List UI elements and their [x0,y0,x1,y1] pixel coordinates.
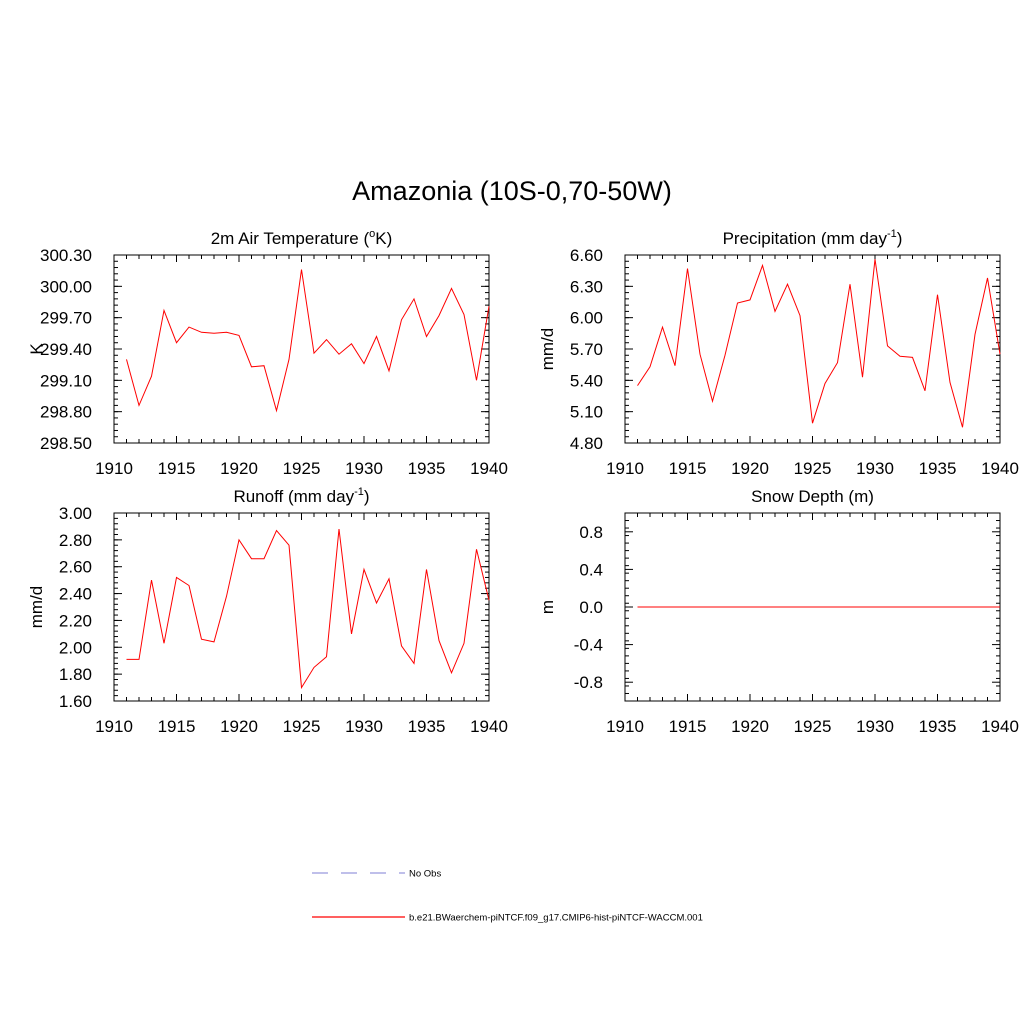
panel-title-main: 2m Air Temperature ( [211,229,370,248]
series-line-1 [126,529,490,690]
x-tick-label: 1920 [731,717,769,736]
x-tick-label: 1940 [981,459,1019,478]
chart-panel-2: Precipitation (mm day-1) mm/d 1910 1915 1920… [538,228,1019,478]
y-tick-label: 4.80 [570,434,603,453]
y-tick-label: 5.70 [570,340,603,359]
y-tick-label: 0.4 [579,560,603,579]
x-tick-label: 1920 [220,459,258,478]
x-tick-label: 1915 [158,717,196,736]
y-tick-label: 300.00 [40,277,92,296]
legend-label: b.e21.BWaerchem-piNTCF.f09_g17.CMIP6-his… [409,913,703,924]
y-tick-label: 299.70 [40,309,92,328]
x-tick-label: 1920 [731,459,769,478]
x-tick-label: 1940 [470,717,508,736]
y-tick-label: 6.00 [570,309,603,328]
panels-group: 2m Air Temperature (oK) K 1910 1915 1920 1925… [27,228,1019,736]
x-tick-label: 1910 [606,717,644,736]
panel-title-suffix: ) [364,487,370,506]
x-tick-label: 1935 [408,459,446,478]
y-tick-label: 2.60 [59,558,92,577]
panel-title: Runoff (mm day-1) [233,486,369,506]
y-axis-label: mm/d [27,586,46,629]
x-tick-label: 1940 [981,717,1019,736]
series-line-1 [126,269,490,413]
y-tick-label: 2.00 [59,638,92,657]
panel-title-main: Precipitation (mm day [723,229,888,248]
y-tick-label: 5.10 [570,403,603,422]
y-tick-label: 2.20 [59,611,92,630]
panel-title: Precipitation (mm day-1) [723,228,903,248]
x-tick-label: 1915 [669,717,707,736]
y-tick-label: 5.40 [570,371,603,390]
legend-label: No Obs [409,869,441,880]
panel-title: Snow Depth (m) [751,487,874,506]
x-tick-label: 1940 [470,459,508,478]
y-tick-label: 2.80 [59,531,92,550]
panel-title: 2m Air Temperature (oK) [211,228,393,248]
y-tick-label: 298.50 [40,434,92,453]
y-tick-label: -0.8 [574,673,603,692]
y-tick-label: 299.10 [40,371,92,390]
x-tick-label: 1925 [794,717,832,736]
x-tick-label: 1930 [856,459,894,478]
y-tick-label: 3.00 [59,504,92,523]
x-tick-label: 1925 [283,717,321,736]
x-tick-label: 1930 [856,717,894,736]
chart-panel-4: Snow Depth (m) m 1910 1915 1920 1925 1930 1935 1… [538,487,1019,736]
x-tick-label: 1915 [158,459,196,478]
panel-title-suffix: ) [897,229,903,248]
figure-title: Amazonia (10S-0,70-50W) [352,176,672,206]
y-tick-label: 0.0 [579,598,603,617]
x-tick-label: 1910 [606,459,644,478]
x-tick-label: 1930 [345,717,383,736]
y-tick-label: 0.8 [579,523,603,542]
y-tick-label: 2.40 [59,585,92,604]
y-axis-label: mm/d [538,328,557,371]
y-tick-label: 1.60 [59,692,92,711]
y-tick-label: 298.80 [40,403,92,422]
panel-title-superscript: o [369,228,375,240]
x-tick-label: 1935 [919,459,957,478]
x-tick-label: 1920 [220,717,258,736]
x-tick-label: 1910 [95,717,133,736]
y-tick-label: 300.30 [40,246,92,265]
chart-panel-3: Runoff (mm day-1) mm/d 1910 1915 1920 1925 193… [27,486,508,736]
y-tick-label: -0.4 [574,636,603,655]
x-tick-label: 1915 [669,459,707,478]
panel-title-main: Runoff (mm day [233,487,354,506]
y-axis-label: m [538,600,557,614]
plot-frame [113,254,490,444]
panel-title-superscript: -1 [354,486,364,498]
plot-frame [624,254,1001,444]
series-line-1 [637,259,1001,428]
x-tick-label: 1935 [919,717,957,736]
y-axis-label: K [27,343,46,355]
x-tick-label: 1925 [794,459,832,478]
x-tick-label: 1935 [408,717,446,736]
y-tick-label: 299.40 [40,340,92,359]
chart-panel-1: 2m Air Temperature (oK) K 1910 1915 1920 1925… [27,228,508,478]
x-tick-label: 1930 [345,459,383,478]
legend: No Obs b.e21.BWaerchem-piNTCF.f09_g17.CMI… [312,869,703,924]
panel-title-superscript: -1 [887,228,897,240]
panel-title-main: Snow Depth (m) [751,487,874,506]
panel-title-suffix: K) [375,229,392,248]
x-tick-label: 1925 [283,459,321,478]
y-tick-label: 6.60 [570,246,603,265]
y-tick-label: 1.80 [59,665,92,684]
x-tick-label: 1910 [95,459,133,478]
y-tick-label: 6.30 [570,277,603,296]
